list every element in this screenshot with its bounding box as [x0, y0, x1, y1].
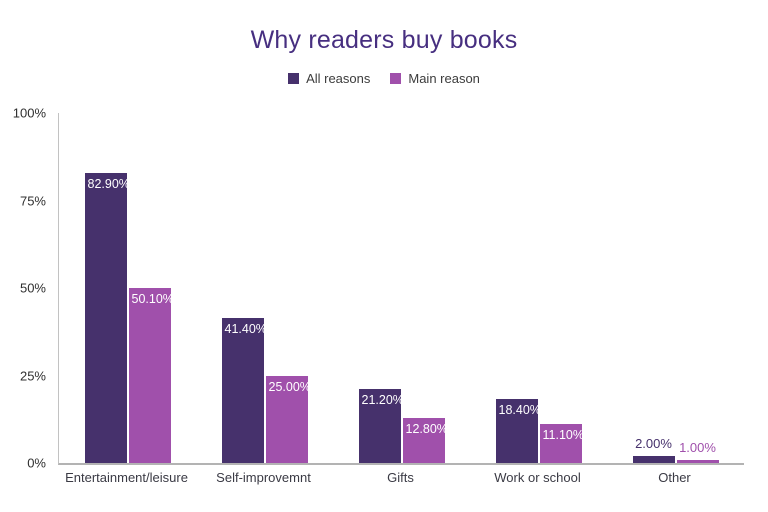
bar-all-reasons: 21.20%	[358, 388, 404, 463]
x-axis-category-label: Entertainment/leisure	[65, 470, 188, 485]
bar-main-reason: 1.00%	[676, 440, 719, 463]
y-axis-tick-label: 75%	[19, 193, 46, 208]
bar-value-label: 50.10%	[131, 291, 174, 306]
bar-all-reasons: 2.00%	[632, 436, 675, 463]
page-title: Why readers buy books	[250, 26, 518, 54]
legend-swatch-icon	[390, 73, 402, 84]
bar-all-reasons: 82.90%	[84, 172, 130, 463]
bar-value-label: 41.40%	[224, 322, 267, 337]
bar-group: 82.90% 50.10%	[59, 113, 196, 463]
x-axis-category-label: Self-improvemnt	[216, 470, 311, 485]
y-axis-tick-label: 50%	[19, 280, 46, 296]
bar-value-label: 11.10%	[542, 428, 584, 443]
bar-group: 2.00% 1.00%	[607, 113, 744, 463]
bar-value-label: 1.00%	[679, 439, 716, 455]
bar-all-reasons: 41.40%	[221, 318, 267, 463]
legend-swatch-icon	[288, 73, 300, 84]
bar-main-reason: 50.10%	[128, 287, 174, 463]
bar-main-reason: 12.80%	[402, 418, 448, 463]
bar-value-label: 12.80%	[405, 422, 448, 437]
bar-all-reasons: 18.40%	[495, 398, 541, 463]
y-axis-tick-label: 100%	[12, 105, 46, 121]
bar-group: 21.20% 12.80%	[333, 113, 470, 463]
bar-value-label: 25.00%	[268, 379, 311, 394]
y-axis: 0% 25% 50% 75% 100%	[0, 106, 52, 471]
x-axis-category-label: Other	[658, 470, 691, 485]
chart-legend: All reasons Main reason	[0, 71, 768, 86]
legend-item: Main reason	[390, 71, 480, 86]
bar-value-label: 18.40%	[498, 402, 541, 417]
y-axis-tick-label: 25%	[19, 368, 46, 383]
bar-value-label: 2.00%	[635, 436, 672, 451]
legend-item: All reasons	[288, 71, 370, 86]
x-axis-category-label: Gifts	[387, 470, 414, 485]
legend-label: All reasons	[306, 71, 371, 86]
x-axis-category-label: Work or school	[494, 470, 581, 485]
bar-value-label: 21.20%	[361, 392, 404, 407]
bar-main-reason: 11.10%	[539, 424, 584, 463]
bar-value-label: 82.90%	[87, 176, 130, 191]
y-axis-tick-label: 0%	[27, 455, 46, 471]
x-axis: Entertainment/leisure Self-improvemnt Gift…	[58, 470, 743, 490]
bar-group: 18.40% 11.10%	[470, 113, 607, 463]
bar-main-reason: 25.00%	[265, 375, 311, 463]
bar-group: 41.40% 25.00%	[196, 113, 333, 463]
plot-area: 82.90% 50.10% 41.40% 25.00% 21.20% 12.80% 18.4…	[58, 113, 744, 465]
legend-label: Main reason	[408, 71, 480, 86]
